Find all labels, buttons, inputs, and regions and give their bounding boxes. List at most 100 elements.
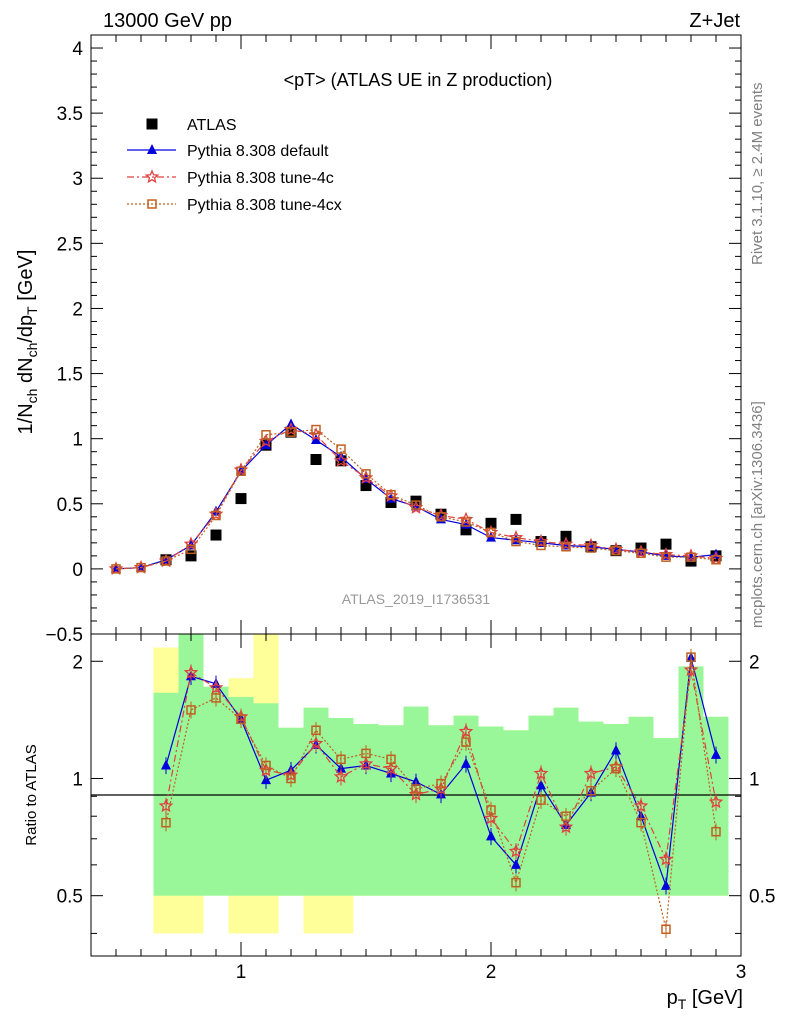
xlabel-sub-t: T <box>678 996 687 1012</box>
main-point-tune4cx <box>186 544 196 555</box>
ratio-point-tune4c <box>358 756 374 771</box>
mcplots-label: mcplots.cern.ch [arXiv:1306.3436] <box>749 401 766 628</box>
atlas-data-point <box>360 480 372 492</box>
ratio-point-tune4cx <box>211 693 221 703</box>
main-y-axis-label: 1/Nch dNch/dpT [GeV] <box>15 250 40 435</box>
ratio-point-default <box>536 779 546 790</box>
analysis-id: ATLAS_2019_I1736531 <box>342 591 491 607</box>
main-y-tick-label: 1 <box>72 430 83 451</box>
main-point-tune4c <box>508 529 524 544</box>
main-point-tune4cx <box>361 469 371 479</box>
ratio-point-tune4cx <box>386 754 396 765</box>
ylabel-part-c: /dp <box>15 315 37 343</box>
ratio-y-tick-label-right: 2 <box>749 652 760 673</box>
ratio-band-green <box>328 717 354 896</box>
ratio-point-tune4cx <box>336 754 346 765</box>
main-data-layer <box>108 418 724 576</box>
main-point-tune4cx <box>211 510 221 521</box>
main-point-tune4cx <box>661 552 671 562</box>
main-panel: −0.5 0 0.5 1 1.5 2 2.5 3 3.5 4 <box>45 34 742 646</box>
ratio-y-tick-label: 2 <box>72 652 83 673</box>
main-point-tune4c <box>183 536 199 551</box>
plot-title: <pT> (ATLAS UE in Z production) <box>284 70 553 90</box>
ratio-point-tune4cx <box>236 714 246 724</box>
main-point-tune4c <box>533 533 549 548</box>
ratio-band-green <box>253 703 279 896</box>
ratio-band-green <box>553 707 579 896</box>
legend-label: Pythia 8.308 tune-4cx <box>187 197 342 214</box>
atlas-data-point <box>560 530 572 542</box>
x-tick-label: 3 <box>736 962 747 983</box>
main-y-tick-label: 2 <box>72 299 83 320</box>
main-y-tick-label: 3.5 <box>57 104 83 125</box>
legend-label: Pythia 8.308 tune-4c <box>187 170 334 187</box>
header-energy: 13000 GeV pp <box>103 10 232 32</box>
main-point-default <box>311 433 321 444</box>
ratio-point-tune4cx <box>586 786 596 796</box>
xlabel-unit: [GeV] <box>686 987 743 1009</box>
main-point-tune4cx <box>511 536 521 547</box>
ratio-point-tune4cx <box>511 877 521 888</box>
main-y-tick-label: 1.5 <box>57 365 83 386</box>
main-point-tune4cx <box>461 517 471 527</box>
ratio-band-green <box>678 666 704 896</box>
main-axes: −0.5 0 0.5 1 1.5 2 2.5 3 3.5 4 <box>45 35 741 646</box>
ratio-axes: 0.5 0.5 1 1 2 2 1 2 3 <box>57 634 775 983</box>
main-point-tune4cx <box>161 556 171 566</box>
ratio-point-tune4cx <box>361 748 371 759</box>
ratio-point-default <box>161 759 171 770</box>
ratio-point-tune4c <box>583 765 599 780</box>
ratio-point-tune4cx <box>261 760 271 771</box>
ratio-bands <box>153 634 729 934</box>
main-point-tune4cx <box>386 489 396 500</box>
ratio-y-tick-label: 1 <box>72 769 83 790</box>
ratio-point-tune4c <box>183 664 199 679</box>
ratio-data-layer <box>158 648 724 938</box>
ratio-point-tune4cx <box>636 817 646 828</box>
atlas-data-point <box>185 550 197 562</box>
ratio-point-default <box>611 744 621 755</box>
ratio-point-tune4cx <box>311 725 321 736</box>
main-line-tune4cx <box>115 428 717 570</box>
ylabel-part-d: [GeV] <box>15 250 37 307</box>
ylabel-sub-t: T <box>24 306 40 315</box>
ratio-point-tune4cx <box>536 795 546 805</box>
header-process: Z+Jet <box>689 10 740 32</box>
ratio-panel: 0.5 0.5 1 1 2 2 1 2 3 <box>57 633 775 983</box>
atlas-data-point <box>210 529 222 541</box>
ratio-point-tune4c <box>333 769 349 784</box>
ratio-band-green <box>278 727 304 896</box>
main-y-tick-label: 2.5 <box>57 234 83 255</box>
legend-marker <box>146 118 158 130</box>
main-point-tune4cx <box>636 548 646 559</box>
ratio-frame <box>90 633 742 957</box>
main-point-tune4cx <box>561 542 571 552</box>
ratio-point-tune4cx <box>486 805 496 815</box>
ratio-point-tune4cx <box>286 773 296 784</box>
ratio-point-tune4cx <box>611 763 621 774</box>
atlas-data-point <box>460 524 472 536</box>
ratio-point-tune4c <box>308 735 324 750</box>
ratio-point-tune4cx <box>561 811 571 821</box>
ratio-point-tune4cx <box>461 737 471 747</box>
main-point-tune4cx <box>261 430 271 440</box>
main-point-tune4c <box>333 453 349 468</box>
main-point-tune4cx <box>486 527 496 538</box>
ratio-point-tune4c <box>158 798 174 813</box>
ratio-band-green <box>153 692 179 896</box>
legend-marker <box>144 169 160 184</box>
x-axis-label: pT [GeV] <box>667 987 743 1012</box>
ratio-point-tune4cx <box>411 784 421 794</box>
ylabel-sub-ch1: ch <box>24 389 40 404</box>
ratio-point-tune4c <box>383 760 399 775</box>
ratio-point-tune4cx <box>161 817 171 828</box>
ratio-band-green <box>578 721 604 896</box>
main-point-tune4cx <box>686 552 696 562</box>
ratio-point-default <box>661 879 671 890</box>
main-point-tune4cx <box>711 555 721 565</box>
ratio-point-tune4c <box>658 851 674 866</box>
ratio-point-tune4c <box>533 765 549 780</box>
ratio-y-axis-label: Ratio to ATLAS <box>23 744 40 845</box>
main-point-tune4cx <box>111 564 121 574</box>
